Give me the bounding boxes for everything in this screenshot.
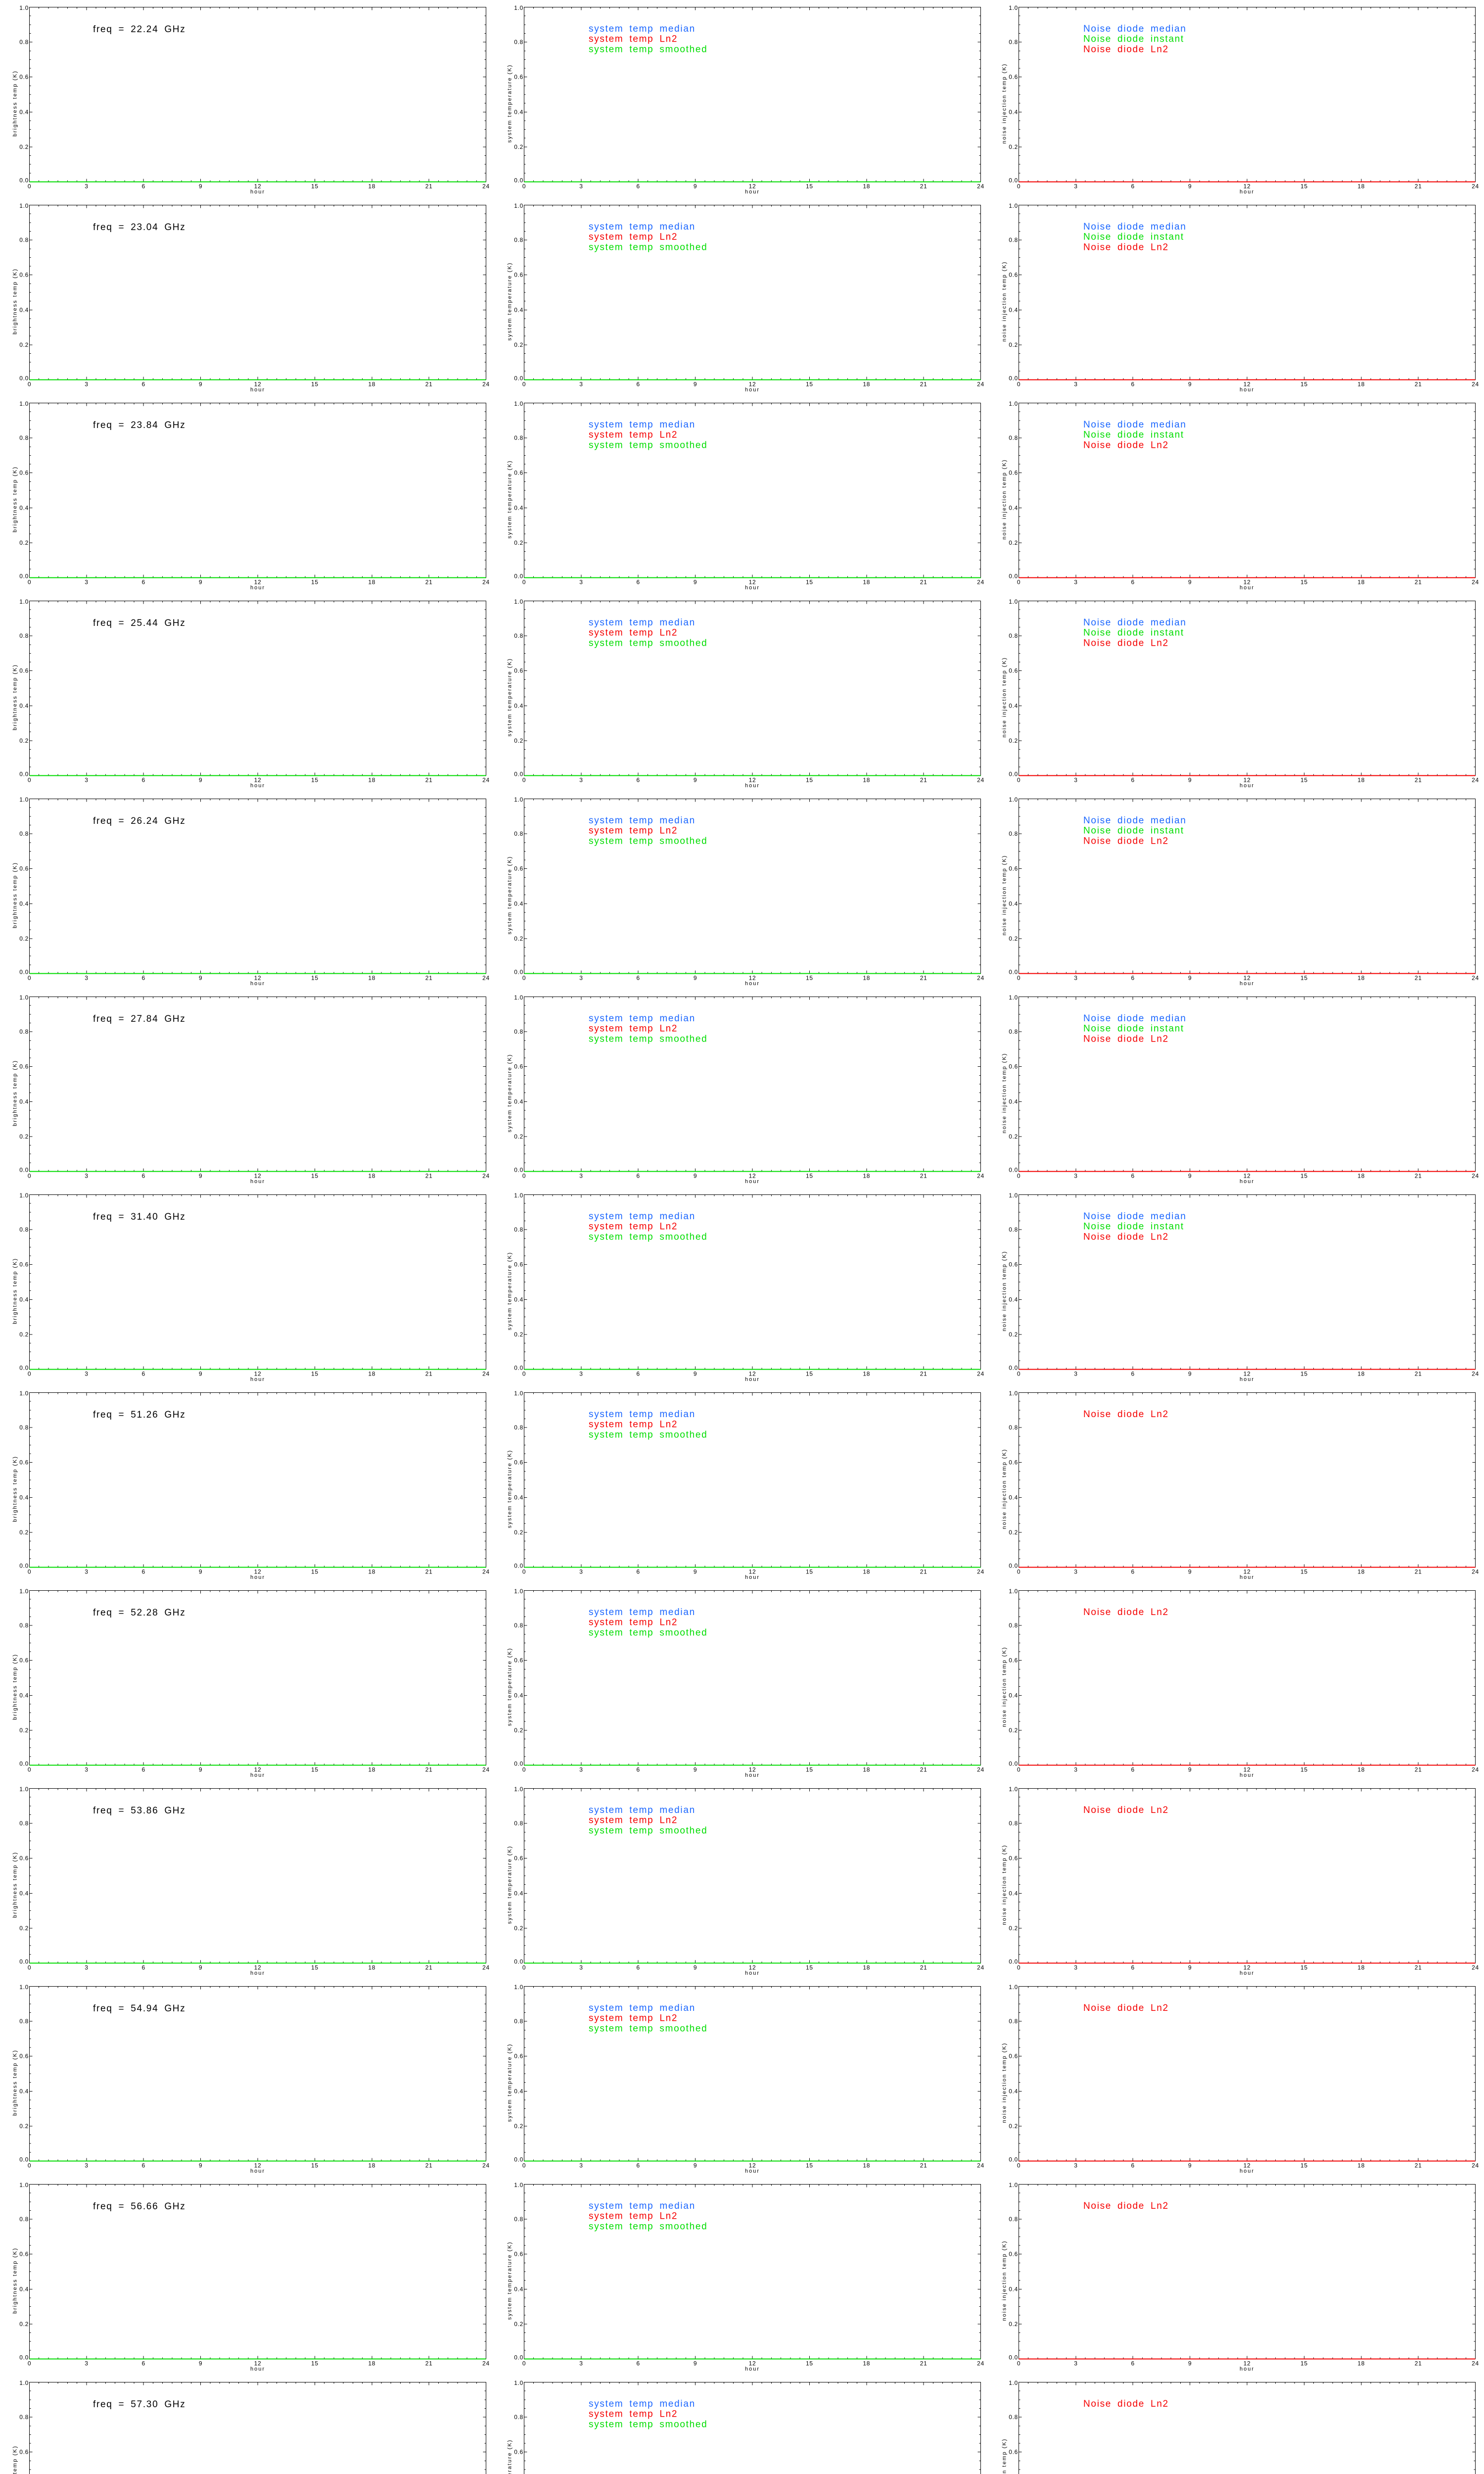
- svg-text:freq = 23.84 GHz: freq = 23.84 GHz: [93, 420, 186, 430]
- svg-text:freq = 26.24 GHz: freq = 26.24 GHz: [93, 816, 186, 826]
- svg-text:freq = 31.40 GHz: freq = 31.40 GHz: [93, 1212, 186, 1222]
- svg-text:freq = 25.44 GHz: freq = 25.44 GHz: [93, 618, 186, 628]
- svg-text:freq = 23.04 GHz: freq = 23.04 GHz: [93, 222, 186, 233]
- svg-text:Noise diode Ln2: Noise diode Ln2: [1083, 2003, 1169, 2013]
- svg-text:freq = 27.84 GHz: freq = 27.84 GHz: [93, 1014, 186, 1024]
- svg-text:Noise diode Ln2: Noise diode Ln2: [1083, 1409, 1169, 1420]
- svg-text:freq = 54.94 GHz: freq = 54.94 GHz: [93, 2003, 186, 2014]
- svg-text:freq = 52.28 GHz: freq = 52.28 GHz: [93, 1608, 186, 1618]
- svg-text:Noise diode Ln2: Noise diode Ln2: [1083, 1805, 1169, 1815]
- svg-text:freq = 57.30 GHz: freq = 57.30 GHz: [93, 2399, 186, 2410]
- svg-text:Noise diode Ln2: Noise diode Ln2: [1083, 2201, 1169, 2211]
- svg-text:freq = 51.26 GHz: freq = 51.26 GHz: [93, 1410, 186, 1420]
- svg-text:freq = 56.66 GHz: freq = 56.66 GHz: [93, 2201, 186, 2212]
- svg-text:freq = 53.86 GHz: freq = 53.86 GHz: [93, 1806, 186, 1816]
- svg-text:Noise diode Ln2: Noise diode Ln2: [1083, 2399, 1169, 2409]
- svg-text:Noise diode Ln2: Noise diode Ln2: [1083, 1607, 1169, 1618]
- svg-text:freq = 22.24 GHz: freq = 22.24 GHz: [93, 24, 186, 35]
